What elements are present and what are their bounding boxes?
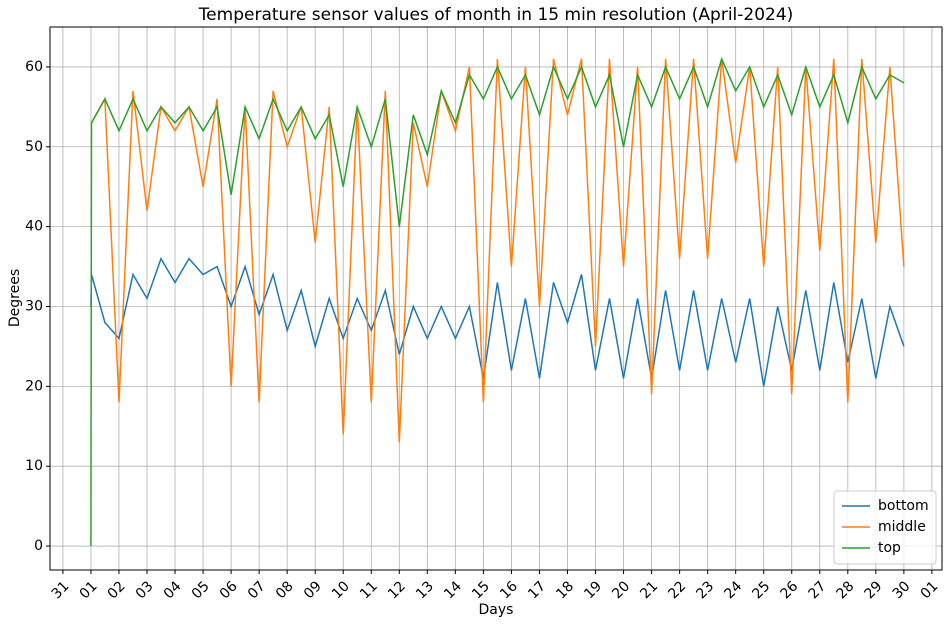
x-tick-label: 24 [721, 578, 745, 602]
y-tick-label: 20 [25, 378, 43, 394]
y-tick-label: 60 [25, 59, 43, 75]
legend-label: top [878, 540, 901, 556]
series-line [90, 58, 905, 443]
x-tick-label: 30 [890, 578, 914, 602]
legend-label: bottom [878, 498, 929, 514]
x-tick-label: 03 [133, 578, 157, 602]
x-tick-label: 07 [245, 578, 269, 602]
x-tick-label: 26 [777, 578, 801, 602]
x-tick-label: 14 [441, 578, 465, 602]
x-tick-label: 23 [693, 578, 717, 602]
series-line [90, 256, 905, 387]
x-axis-label: Days [479, 602, 514, 618]
plot-frame [49, 26, 943, 571]
x-tick-label: 04 [161, 578, 185, 602]
y-tick-label: 10 [25, 458, 43, 474]
legend-label: middle [878, 519, 926, 535]
y-tick-label: 0 [34, 538, 43, 554]
x-tick-label: 29 [862, 578, 886, 602]
y-axis-label: Degrees [7, 269, 23, 327]
x-tick-label: 31 [49, 578, 73, 602]
x-tick-label: 05 [189, 578, 213, 602]
y-tick-label: 40 [25, 219, 43, 235]
x-tick-label: 25 [749, 578, 773, 602]
x-tick-label: 09 [301, 578, 325, 602]
x-tick-label: 01 [918, 578, 942, 602]
x-tick-label: 01 [77, 578, 101, 602]
x-tick-label: 02 [105, 578, 129, 602]
x-tick-label: 15 [469, 578, 493, 602]
x-tick-label: 22 [665, 578, 689, 602]
x-tick-label: 11 [357, 578, 381, 602]
x-tick-label: 10 [329, 578, 353, 602]
x-tick-label: 17 [525, 578, 549, 602]
x-tick-label: 13 [413, 578, 437, 602]
y-tick-label: 30 [25, 298, 43, 314]
x-tick-label: 28 [834, 578, 858, 602]
series-line [90, 56, 905, 547]
x-tick-label: 27 [806, 578, 830, 602]
chart-title: Temperature sensor values of month in 15… [198, 5, 794, 25]
x-tick-label: 12 [385, 578, 409, 602]
x-tick-label: 06 [217, 578, 241, 602]
x-tick-label: 19 [581, 578, 605, 602]
x-tick-label: 18 [553, 578, 577, 602]
y-tick-label: 50 [25, 139, 43, 155]
x-tick-label: 20 [609, 578, 633, 602]
x-tick-label: 08 [273, 578, 297, 602]
x-tick-label: 21 [637, 578, 661, 602]
legend-box [833, 490, 937, 565]
x-tick-label: 16 [497, 578, 521, 602]
